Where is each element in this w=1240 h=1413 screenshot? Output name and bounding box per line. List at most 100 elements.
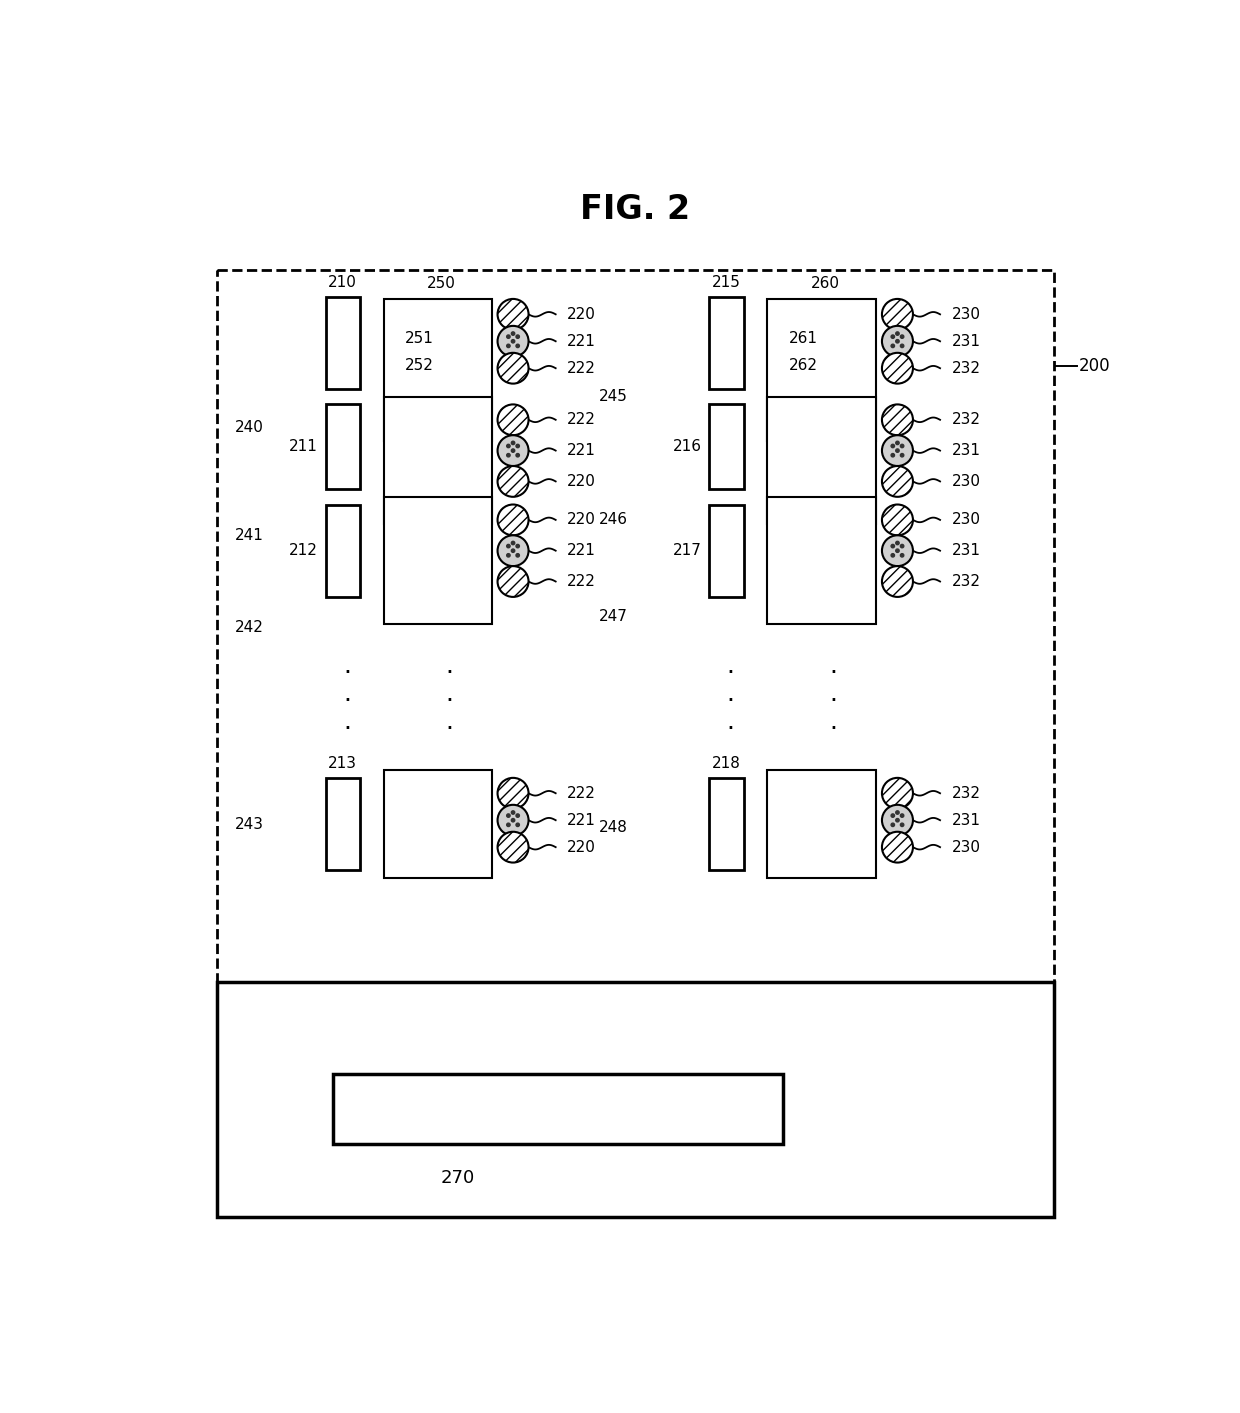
Circle shape: [516, 444, 520, 448]
Circle shape: [511, 811, 515, 814]
Text: 218: 218: [712, 756, 740, 771]
Circle shape: [511, 332, 515, 335]
Circle shape: [882, 326, 913, 356]
Circle shape: [895, 332, 899, 335]
Text: 231: 231: [952, 812, 981, 828]
Bar: [768, 397, 875, 524]
Circle shape: [892, 544, 894, 548]
Text: 220: 220: [567, 513, 596, 527]
Circle shape: [507, 454, 510, 456]
Circle shape: [497, 504, 528, 536]
Text: ·
·
·: · · ·: [343, 661, 351, 740]
Circle shape: [497, 567, 528, 596]
Circle shape: [516, 554, 520, 557]
Circle shape: [882, 832, 913, 862]
Circle shape: [895, 441, 899, 445]
Text: 215: 215: [712, 276, 740, 290]
Circle shape: [882, 404, 913, 435]
Text: 222: 222: [567, 786, 596, 801]
Text: 232: 232: [952, 360, 981, 376]
Text: 231: 231: [952, 543, 981, 558]
Bar: [709, 297, 744, 389]
Bar: [709, 404, 744, 489]
Circle shape: [900, 814, 904, 817]
Circle shape: [892, 345, 894, 348]
Text: 246: 246: [599, 513, 627, 527]
Text: 212: 212: [289, 543, 317, 558]
Circle shape: [497, 805, 528, 835]
Text: 242: 242: [234, 620, 264, 636]
Circle shape: [895, 550, 899, 552]
Circle shape: [497, 353, 528, 383]
Circle shape: [900, 554, 904, 557]
Text: 245: 245: [599, 389, 627, 404]
Text: 232: 232: [952, 786, 981, 801]
Bar: [383, 300, 492, 441]
Circle shape: [497, 832, 528, 862]
Circle shape: [516, 345, 520, 348]
Circle shape: [511, 818, 515, 822]
Text: 230: 230: [952, 473, 981, 489]
Circle shape: [507, 444, 510, 448]
Text: ·
·
·: · · ·: [445, 661, 454, 740]
Bar: [325, 504, 361, 596]
Circle shape: [900, 444, 904, 448]
Text: 222: 222: [567, 360, 596, 376]
Circle shape: [882, 435, 913, 466]
Circle shape: [507, 345, 510, 348]
Text: 232: 232: [952, 413, 981, 427]
Circle shape: [900, 544, 904, 548]
Circle shape: [511, 339, 515, 343]
Circle shape: [516, 335, 520, 338]
Circle shape: [882, 466, 913, 497]
Text: 222: 222: [567, 574, 596, 589]
Text: 213: 213: [329, 756, 357, 771]
Text: 232: 232: [952, 574, 981, 589]
Text: 261: 261: [789, 332, 817, 346]
Circle shape: [882, 300, 913, 329]
Text: 211: 211: [289, 439, 317, 454]
Circle shape: [882, 567, 913, 596]
Circle shape: [497, 435, 528, 466]
Text: 231: 231: [952, 333, 981, 349]
Text: 220: 220: [567, 473, 596, 489]
Text: 243: 243: [234, 817, 264, 832]
Circle shape: [511, 550, 515, 552]
Circle shape: [882, 805, 913, 835]
Text: 247: 247: [599, 609, 627, 623]
Text: 217: 217: [672, 543, 702, 558]
Bar: [383, 770, 492, 877]
Circle shape: [895, 339, 899, 343]
Circle shape: [516, 544, 520, 548]
Circle shape: [497, 779, 528, 808]
Bar: [325, 404, 361, 489]
Text: 262: 262: [789, 359, 817, 373]
Circle shape: [892, 335, 894, 338]
Circle shape: [892, 824, 894, 827]
Bar: [709, 779, 744, 870]
Circle shape: [892, 554, 894, 557]
Text: ·
·
·: · · ·: [727, 661, 735, 740]
Circle shape: [895, 541, 899, 544]
Text: ·
·
·: · · ·: [830, 661, 837, 740]
Circle shape: [900, 345, 904, 348]
Circle shape: [895, 449, 899, 452]
Text: 230: 230: [952, 839, 981, 855]
Circle shape: [511, 541, 515, 544]
Text: 260: 260: [811, 276, 839, 291]
Text: 230: 230: [952, 307, 981, 322]
Circle shape: [497, 326, 528, 356]
Circle shape: [892, 444, 894, 448]
Text: 248: 248: [599, 821, 627, 835]
Bar: [334, 1074, 782, 1143]
Circle shape: [507, 814, 510, 817]
Circle shape: [895, 818, 899, 822]
Circle shape: [882, 779, 913, 808]
Circle shape: [882, 353, 913, 383]
Circle shape: [497, 404, 528, 435]
Text: 270: 270: [440, 1170, 475, 1187]
Circle shape: [497, 536, 528, 567]
Text: 241: 241: [234, 528, 264, 543]
Circle shape: [511, 441, 515, 445]
Circle shape: [516, 454, 520, 456]
